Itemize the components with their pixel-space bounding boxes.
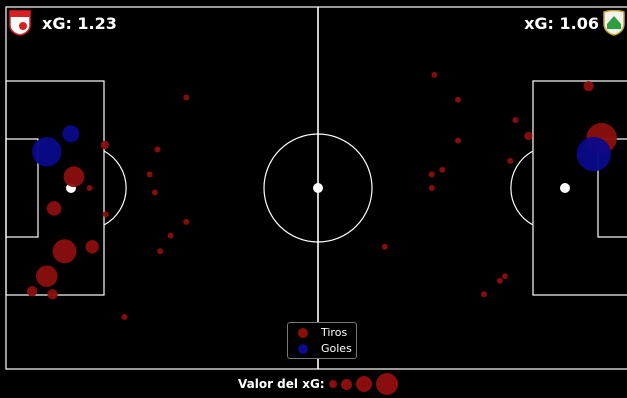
legend: Tiros Goles <box>287 322 357 359</box>
center-spot <box>313 183 323 193</box>
home-shot-point-4 <box>100 140 110 150</box>
home-shot-point-7 <box>63 166 85 188</box>
home-shot-point-12 <box>47 289 58 300</box>
away-shot-point-7 <box>455 96 461 103</box>
away-penalty-area <box>532 80 627 296</box>
home-shot-point-9 <box>36 265 58 288</box>
xg-scale-dot-3 <box>355 376 372 392</box>
home-shot-point-18 <box>146 171 153 178</box>
away-shot-point-5 <box>512 117 519 124</box>
away-shot-point-8 <box>455 137 461 144</box>
home-shot-point-13 <box>121 314 128 320</box>
away-shot-point-16 <box>481 291 488 298</box>
xg-scale-label: Valor del xG: <box>238 377 325 391</box>
home-shot-point-15 <box>167 232 174 239</box>
home-xg-label: xG: 1.23 <box>42 14 117 33</box>
goal-marker-icon <box>298 343 308 354</box>
home-goal-point-8 <box>62 125 80 143</box>
home-penalty-arc <box>103 150 127 226</box>
center-circle <box>263 133 373 243</box>
home-shot-point-1 <box>85 240 99 254</box>
legend-item-goals: Goles <box>298 342 352 355</box>
legend-item-shots: Tiros <box>298 326 347 339</box>
home-shot-point-20 <box>183 94 190 101</box>
away-shot-point-11 <box>428 171 435 178</box>
home-shot-point-16 <box>157 248 164 255</box>
away-xg-label: xG: 1.06 <box>524 14 599 33</box>
away-shot-point-9 <box>431 71 438 78</box>
away-shot-point-15 <box>502 273 508 280</box>
shot-marker-icon <box>298 327 308 338</box>
home-shot-point-11 <box>26 286 38 297</box>
xg-scale-dot-1 <box>328 380 337 388</box>
away-shot-point-12 <box>428 185 435 191</box>
home-shot-point-6 <box>52 239 77 264</box>
home-shot-point-2 <box>102 211 109 218</box>
xg-scale-dots <box>325 373 398 395</box>
home-goal-point-10 <box>32 137 62 167</box>
away-shot-point-1 <box>583 81 594 92</box>
xg-size-scale: Valor del xG: <box>238 372 398 396</box>
home-shot-point-19 <box>183 218 190 225</box>
home-six-yard-box <box>5 138 39 238</box>
away-shot-point-13 <box>381 243 388 250</box>
away-penalty-arc <box>510 150 534 226</box>
home-shot-point-14 <box>154 146 161 153</box>
home-shot-point-5 <box>46 201 62 216</box>
home-shot-point-3 <box>86 185 93 191</box>
xg-scale-dot-4 <box>375 373 398 395</box>
legend-label-shots: Tiros <box>321 326 348 339</box>
away-shot-point-14 <box>496 277 503 284</box>
away-shot-point-6 <box>507 157 514 164</box>
legend-label-goals: Goles <box>321 342 352 355</box>
away-penalty-spot <box>560 183 570 193</box>
shots-layer <box>26 71 617 320</box>
away-goal-point-3 <box>576 136 611 172</box>
away-team-badge-icon <box>603 10 625 36</box>
away-shot-point-4 <box>524 131 533 141</box>
xg-scale-dot-2 <box>340 378 352 390</box>
home-team-badge-icon <box>9 10 31 36</box>
away-shot-point-10 <box>439 166 446 173</box>
home-shot-point-17 <box>151 189 158 196</box>
